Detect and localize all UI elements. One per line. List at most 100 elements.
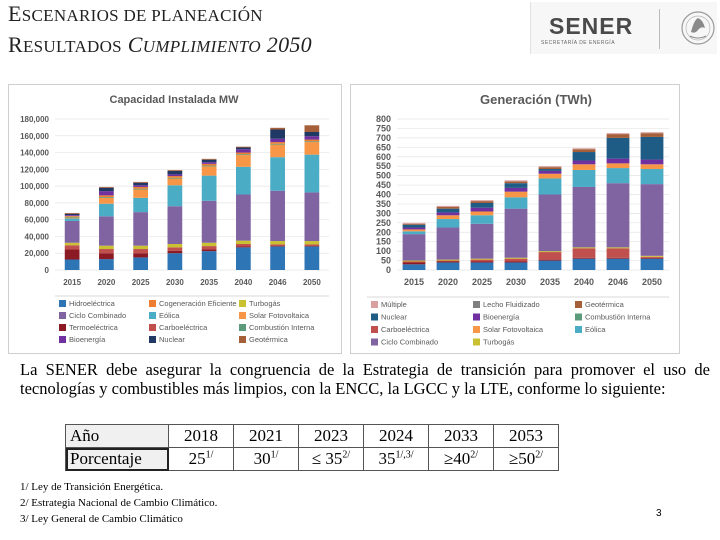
bar-segment xyxy=(270,244,285,247)
bar-segment xyxy=(402,223,426,225)
bar-segment xyxy=(436,261,460,263)
bar-segment xyxy=(470,207,494,212)
legend-label: Carboeléctrica xyxy=(159,323,208,332)
bar-segment xyxy=(572,257,596,259)
title-line-1: ESCENARIOS DE PLANEACIÓN xyxy=(8,1,263,26)
bar-segment xyxy=(201,162,217,164)
bar-segment xyxy=(133,185,148,187)
bar-segment xyxy=(538,194,562,252)
legend-swatch xyxy=(371,338,378,346)
legend-label: Solar Fotovoltaica xyxy=(249,311,310,320)
bar-segment xyxy=(236,147,251,150)
logo-text: SENER xyxy=(549,13,634,39)
bar-segment xyxy=(64,259,80,270)
legend-label: Geotérmica xyxy=(585,300,625,309)
bar-segment xyxy=(470,211,494,216)
bar-segment xyxy=(167,206,183,244)
x-tick-label: 2030 xyxy=(166,278,184,287)
bar-segment xyxy=(133,249,148,254)
logo-subtext: SECRETARÍA DE ENERGÍA xyxy=(541,40,616,46)
bar-segment xyxy=(572,148,596,150)
bar-segment xyxy=(236,146,251,148)
bar-segment xyxy=(99,195,114,198)
bar-segment xyxy=(236,246,251,248)
bar-segment xyxy=(402,222,426,224)
x-tick-label: 2035 xyxy=(540,277,560,287)
bar-segment xyxy=(640,255,664,257)
bar-segment xyxy=(402,262,426,265)
bar-segment xyxy=(270,127,285,130)
bar-segment xyxy=(640,184,664,256)
y-tick-label: 400 xyxy=(376,190,391,200)
bar-segment xyxy=(572,149,596,153)
legend-label: Nuclear xyxy=(159,335,185,344)
bar-segment xyxy=(640,258,664,270)
bar-segment xyxy=(304,139,320,142)
bar-segment xyxy=(167,247,183,251)
x-tick-label: 2046 xyxy=(269,278,287,287)
bar-segment xyxy=(572,164,596,170)
bar-segment xyxy=(606,248,630,258)
bar-segment xyxy=(64,245,80,250)
bar-segment xyxy=(606,133,630,135)
percentage-cell: ≤ 352/ xyxy=(298,447,364,471)
bar-segment xyxy=(572,152,596,161)
bar-segment xyxy=(270,138,285,143)
bar-segment xyxy=(640,257,664,259)
bar-segment xyxy=(167,178,183,186)
y-tick-label: 150 xyxy=(376,237,391,247)
legend-label: Termoeléctrica xyxy=(69,323,119,332)
bar-segment xyxy=(436,212,460,216)
bar-segment xyxy=(572,258,596,270)
bar-segment xyxy=(64,218,80,221)
y-tick-label: 0 xyxy=(45,266,50,275)
bar-segment xyxy=(436,215,460,220)
bar-segment xyxy=(270,143,285,145)
bar-segment xyxy=(167,176,183,178)
x-tick-label: 2025 xyxy=(132,278,150,287)
legend-swatch xyxy=(473,313,480,321)
y-tick-label: 300 xyxy=(376,208,391,218)
percentage-row: Porcentaje 251/ 301/ ≤ 352/ 351/,3/ ≥402… xyxy=(65,447,559,471)
bar-segment xyxy=(270,142,285,144)
year-cell: 2033 xyxy=(428,424,494,448)
bar-segment xyxy=(270,157,285,191)
bar-segment xyxy=(402,260,426,262)
y-tick-label: 450 xyxy=(376,180,391,190)
generation-chart: Generación (TWh) 0 50 100 150 200 250 300 350 400… xyxy=(350,84,680,354)
y-tick-label: 650 xyxy=(376,142,391,152)
footnote: 2/ Estrategia Nacional de Cambio Climáti… xyxy=(20,497,218,509)
bar-segment xyxy=(304,132,320,137)
logo-divider xyxy=(659,9,660,49)
year-cell: 2021 xyxy=(233,424,299,448)
bar-segment xyxy=(133,188,148,190)
bar-segment xyxy=(99,245,114,250)
bar-segment xyxy=(270,246,285,270)
legend-swatch xyxy=(59,324,66,331)
bar-segment xyxy=(99,216,114,246)
bar-segment xyxy=(167,243,183,248)
bar-segment xyxy=(270,129,285,139)
percentage-cell: 251/ xyxy=(168,447,234,471)
bar-segment xyxy=(436,259,460,261)
legend-label: Ciclo Combinado xyxy=(381,338,438,347)
bar-segment xyxy=(99,253,114,260)
bar-segment xyxy=(167,171,183,175)
legend-swatch xyxy=(239,312,246,319)
bar-segment xyxy=(504,183,528,188)
bar-segment xyxy=(606,258,630,270)
bar-segment xyxy=(236,240,251,244)
y-tick-label: 160,000 xyxy=(20,132,49,141)
targets-table: Año 2018 2021 2023 2024 2033 2053 Porcen… xyxy=(65,424,559,471)
bar-segment xyxy=(470,261,494,263)
bar-segment xyxy=(133,197,148,213)
legend-label: Cogeneración Eficiente xyxy=(159,299,237,308)
bar-segment xyxy=(538,260,562,270)
bar-segment xyxy=(133,181,148,183)
bar-segment xyxy=(64,212,80,214)
x-tick-label: 2040 xyxy=(574,277,594,287)
legend-label: Bioenergía xyxy=(483,313,520,322)
x-tick-label: 2015 xyxy=(63,278,81,287)
bar-segment xyxy=(402,224,426,228)
bar-segment xyxy=(64,213,80,216)
